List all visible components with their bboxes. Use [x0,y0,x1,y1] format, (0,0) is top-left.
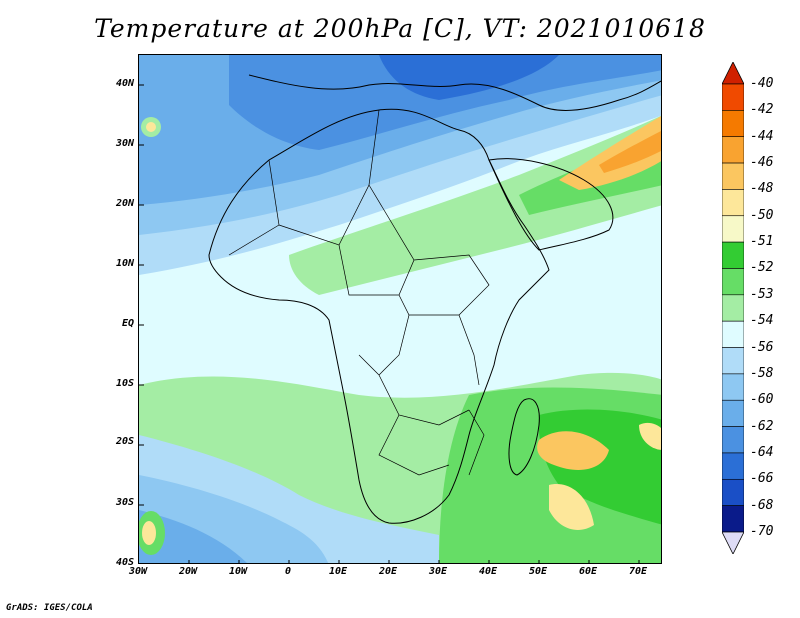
lon-label-50e: 50E [528,566,548,577]
colorbar-swatch [722,215,744,243]
warm-core-arabia [599,131,661,173]
colorbar [722,62,744,554]
map-ticks [139,84,640,563]
warm-patch-indian-2 [549,484,594,530]
credit-text: GrADS: IGES/COLA [6,603,93,613]
colorbar-label: -48 [750,181,774,197]
colorbar-swatch [722,189,744,217]
madagascar-coastline [508,398,540,476]
lon-label-20w: 20W [178,566,198,577]
colorbar-label: -62 [750,418,774,434]
warm-patch-indian-1 [537,431,609,470]
warm-spot-atlantic-core [146,122,156,132]
colorbar-swatch [722,241,744,269]
colorbar-swatch [722,505,744,533]
cold-band-64 [379,55,559,100]
lat-label-eq: EQ [121,318,134,329]
europe-coastline [248,74,661,111]
colorbar-swatch [722,268,744,296]
lon-label-0: 0 [284,566,292,577]
colorbar-swatch [722,320,744,348]
colorbar-label: -40 [750,76,774,91]
lat-label-40s: 40S [115,557,134,568]
lat-label-10n: 10N [115,258,134,269]
temperature-map [139,55,661,563]
colorbar-swatch [722,426,744,454]
cold-band-62 [229,55,661,150]
africa-coastline [208,108,550,524]
colorbar-swatch [722,347,744,375]
colorbar-swatch [722,110,744,138]
colorbar-top-arrow [722,62,744,85]
colorbar-label: -52 [750,260,774,276]
lon-label-60e: 60E [578,566,598,577]
colorbar-swatch [722,162,744,190]
cold-tongue-sw-core [139,510,247,563]
colorbar-label: -58 [750,365,774,381]
colorbar-label: -44 [750,128,774,144]
warm-patch-arabia [559,116,661,190]
colorbar-label: -70 [750,524,774,539]
lat-label-10s: 10S [115,378,134,389]
green-belt-north [289,115,661,295]
colorbar-label: -64 [750,444,774,460]
chart-title: Temperature at 200hPa [C], VT: 202101061… [94,14,706,43]
lat-label-30n: 30N [115,138,134,149]
colorbar-swatch [722,136,744,164]
colorbar-swatch [722,294,744,322]
lon-label-20e: 20E [378,566,398,577]
lat-label-40n: 40N [115,78,134,89]
colorbar-label: -51 [750,234,774,250]
lon-label-70e: 70E [628,566,648,577]
lon-label-40e: 40E [478,566,498,577]
arabia-coastline [488,158,614,251]
colorbar-label: -66 [750,471,774,487]
colorbar-label: -60 [750,392,774,408]
lon-label-10w: 10W [228,566,248,577]
colorbar-swatch [722,399,744,427]
warm-patch-indian-3 [639,422,661,450]
colorbar-swatch [722,373,744,401]
colorbar-swatch [722,452,744,480]
colorbar-label: -46 [750,155,774,171]
warm-spot-sw-core [142,521,156,545]
lat-label-20s: 20S [115,436,134,447]
colorbar-bottom-arrow [722,531,744,554]
colorbar-label: -56 [750,339,774,355]
lon-label-30e: 30E [428,566,448,577]
colorbar-label: -53 [750,286,774,302]
colorbar-swatch [722,83,744,111]
country-borders [228,109,490,476]
lat-label-30s: 30S [115,497,134,508]
lon-label-10e: 10E [328,566,348,577]
colorbar-label: -50 [750,207,774,223]
lon-label-30w: 30W [128,566,148,577]
map-panel [138,54,662,564]
colorbar-label: -54 [750,313,774,329]
lat-label-20n: 20N [115,198,134,209]
colorbar-swatch [722,478,744,506]
colorbar-label: -42 [750,102,774,118]
colorbar-label: -68 [750,497,774,513]
